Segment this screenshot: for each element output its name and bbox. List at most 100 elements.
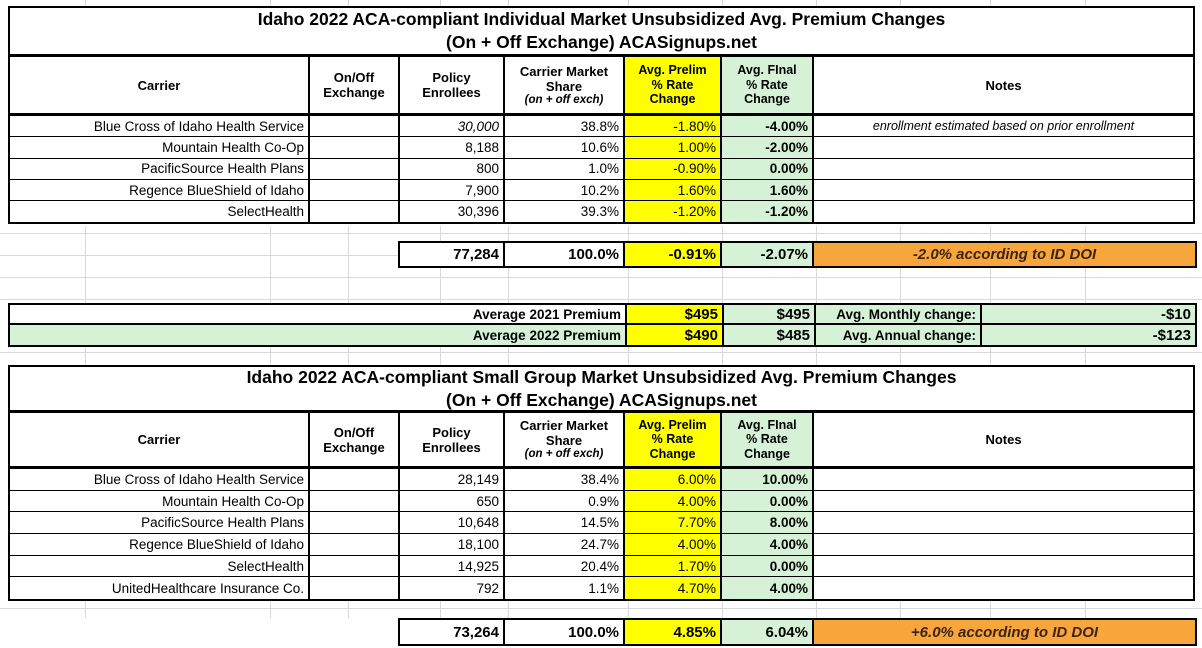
gridline — [628, 0, 629, 6]
total-enrollees-cell: 73,264 — [400, 620, 505, 644]
individual-market-table: Idaho 2022 ACA-compliant Individual Mark… — [8, 6, 1195, 225]
gridline — [85, 268, 86, 303]
prelim-cell: 6.00% — [625, 469, 722, 490]
market-share-header: Carrier Market Share (on + off exch) — [505, 413, 625, 466]
enrollees-header: Policy Enrollees — [400, 413, 505, 466]
gridline — [270, 268, 271, 303]
share-cell: 10.6% — [505, 137, 625, 158]
exchange-cell — [310, 469, 400, 490]
gridline — [270, 0, 271, 6]
gridline — [900, 0, 901, 6]
gridline — [816, 347, 817, 365]
share-cell: 38.8% — [505, 116, 625, 137]
final-cell: 1.60% — [722, 179, 814, 201]
market-share-header-text: Carrier Market Share — [519, 418, 609, 448]
market-share-header-text: Carrier Market Share — [519, 63, 609, 94]
premium-row-2021: Average 2021 Premium $495 $495 Avg. Mont… — [10, 305, 1195, 325]
final-cell: 8.00% — [722, 512, 814, 534]
carrier-cell: UnitedHealthcare Insurance Co. — [10, 577, 310, 600]
exchange-cell — [310, 577, 400, 600]
gridline — [1085, 0, 1086, 6]
prelim-cell: 4.00% — [625, 534, 722, 555]
final-cell: -1.20% — [722, 201, 814, 223]
share-cell: 20.4% — [505, 555, 625, 577]
gridline — [900, 601, 901, 618]
final-cell: 4.00% — [722, 577, 814, 600]
final-header: Avg. FInal % Rate Change — [722, 413, 814, 466]
table-row: Blue Cross of Idaho Health Service 30,00… — [10, 116, 1193, 138]
total-prelim-cell: -0.91% — [625, 243, 722, 266]
premium-label-cell: Average 2022 Premium — [10, 325, 627, 345]
gridline — [348, 241, 349, 268]
market-share-header: Carrier Market Share (on + off exch) — [505, 57, 625, 113]
gridline — [990, 601, 991, 618]
exchange-cell — [310, 116, 400, 137]
exchange-cell — [310, 534, 400, 555]
enrollees-cell: 650 — [400, 490, 505, 512]
notes-cell — [814, 556, 1193, 577]
gridline — [85, 241, 86, 268]
notes-cell — [814, 512, 1193, 533]
premium-final-cell: $485 — [724, 325, 816, 345]
table-row: Regence BlueShield of Idaho 7,900 10.2% … — [10, 179, 1193, 202]
total-enrollees-cell: 77,284 — [400, 243, 505, 266]
exchange-cell — [310, 201, 400, 223]
table-row: SelectHealth 30,396 39.3% -1.20% -1.20% — [10, 201, 1193, 223]
carrier-cell: Regence BlueShield of Idaho — [10, 534, 310, 555]
doi-note-cell: +6.0% according to ID DOI — [814, 620, 1195, 644]
prelim-header: Avg. Prelim % Rate Change — [625, 57, 722, 113]
exchange-cell — [310, 490, 400, 512]
gridline — [0, 352, 1202, 353]
carrier-cell: Regence BlueShield of Idaho — [10, 179, 310, 201]
carrier-header: Carrier — [10, 57, 310, 113]
premium-prelim-cell: $495 — [627, 305, 724, 323]
market-share-subnote: (on + off exch) — [524, 93, 604, 106]
notes-cell — [814, 159, 1193, 179]
carrier-cell: Mountain Health Co-Op — [10, 490, 310, 512]
individual-total-row: 77,284 100.0% -0.91% -2.07% -2.0% accord… — [398, 241, 1197, 268]
small-group-total-row: 73,264 100.0% 4.85% 6.04% +6.0% accordin… — [398, 618, 1197, 646]
gridline — [628, 347, 629, 365]
gridline — [990, 0, 991, 6]
total-final-cell: -2.07% — [722, 243, 814, 266]
carrier-cell: SelectHealth — [10, 201, 310, 223]
exchange-cell — [310, 137, 400, 158]
carrier-cell: Blue Cross of Idaho Health Service — [10, 116, 310, 137]
gridline — [508, 268, 509, 303]
enrollees-header: Policy Enrollees — [400, 57, 505, 113]
gridline — [85, 347, 86, 365]
exchange-header: On/Off Exchange — [310, 413, 400, 466]
share-cell: 39.3% — [505, 201, 625, 223]
notes-cell — [814, 180, 1193, 200]
gridline — [348, 268, 349, 303]
exchange-cell — [310, 158, 400, 179]
gridline — [270, 241, 271, 268]
share-cell: 1.1% — [505, 577, 625, 600]
gridline — [990, 347, 991, 365]
title-line-2: (On + Off Exchange) ACASignups.net — [446, 32, 757, 52]
gridline — [348, 0, 349, 6]
table-row: Mountain Health Co-Op 650 0.9% 4.00% 0.0… — [10, 490, 1193, 513]
prelim-cell: 1.00% — [625, 137, 722, 158]
gridline — [628, 601, 629, 618]
share-cell: 10.2% — [505, 179, 625, 201]
final-cell: 0.00% — [722, 158, 814, 179]
premium-prelim-cell: $490 — [627, 325, 724, 345]
gridline — [440, 268, 441, 303]
prelim-header: Avg. Prelim % Rate Change — [625, 413, 722, 466]
total-prelim-cell: 4.85% — [625, 620, 722, 644]
enrollees-cell: 7,900 — [400, 179, 505, 201]
table-row: PacificSource Health Plans 800 1.0% -0.9… — [10, 158, 1193, 180]
prelim-cell: 4.70% — [625, 577, 722, 600]
final-cell: -4.00% — [722, 116, 814, 137]
enrollees-cell: 8,188 — [400, 137, 505, 158]
gridline — [0, 299, 1202, 300]
gridline — [816, 601, 817, 618]
doi-note-cell: -2.0% according to ID DOI — [814, 243, 1195, 266]
prelim-cell: -1.20% — [625, 201, 722, 223]
exchange-header: On/Off Exchange — [310, 57, 400, 113]
share-cell: 24.7% — [505, 534, 625, 555]
enrollees-cell: 10,648 — [400, 512, 505, 534]
change-label-cell: Avg. Annual change: — [816, 325, 982, 345]
exchange-cell — [310, 179, 400, 201]
